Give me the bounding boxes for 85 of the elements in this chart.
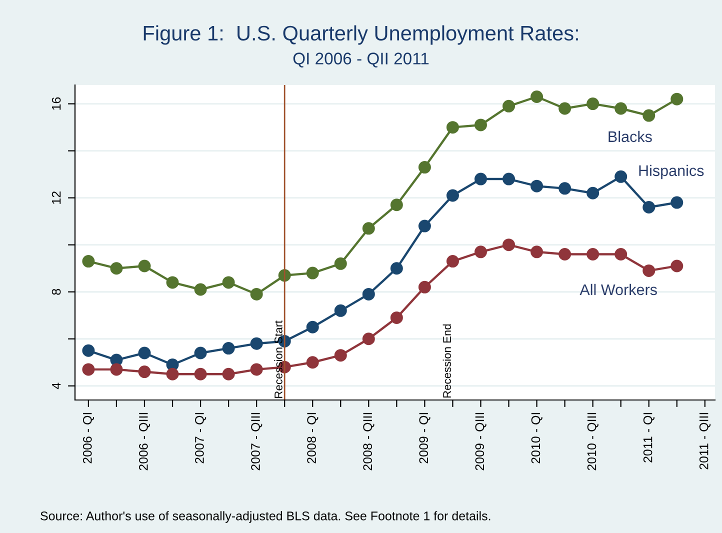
point bbox=[334, 349, 347, 362]
point bbox=[670, 260, 684, 272]
point bbox=[138, 366, 151, 378]
chart-subtitle: QI 2006 - QII 2011 bbox=[293, 52, 429, 68]
point bbox=[418, 280, 431, 294]
x-tick-label: 2010 - QIII bbox=[587, 412, 598, 470]
point bbox=[166, 276, 179, 289]
point bbox=[194, 368, 207, 380]
point bbox=[362, 222, 375, 235]
series-label: Hispanics bbox=[639, 164, 704, 180]
point bbox=[446, 189, 459, 202]
point bbox=[306, 356, 319, 369]
y-tick-label: 12 bbox=[52, 192, 61, 204]
point bbox=[614, 248, 628, 261]
x-tick-label: 2007 - QIII bbox=[251, 412, 262, 470]
point bbox=[586, 248, 600, 261]
point bbox=[614, 102, 628, 115]
point bbox=[474, 172, 487, 186]
point bbox=[166, 368, 179, 380]
x-tick-label: 2011 - QIII bbox=[699, 412, 711, 470]
point bbox=[82, 363, 95, 376]
point bbox=[446, 255, 459, 268]
point bbox=[390, 198, 403, 212]
point bbox=[474, 118, 487, 132]
point bbox=[250, 363, 263, 376]
point bbox=[586, 186, 600, 200]
x-tick-label: 2009 - QI bbox=[419, 412, 430, 464]
x-tick-label: 2006 - QIII bbox=[138, 412, 150, 470]
point bbox=[194, 346, 207, 360]
point bbox=[642, 264, 656, 277]
series-label: All Workers bbox=[580, 284, 657, 296]
point bbox=[390, 311, 403, 324]
x-tick-label: 2010 - QI bbox=[531, 412, 542, 464]
point bbox=[110, 262, 123, 275]
point bbox=[446, 121, 459, 134]
x-tick-label: 2011 - QI bbox=[643, 412, 654, 462]
point bbox=[530, 180, 544, 192]
point bbox=[502, 172, 516, 186]
series-label: Blacks bbox=[608, 130, 652, 142]
x-tick-label: 2008 - QI bbox=[307, 412, 318, 464]
point bbox=[502, 100, 516, 112]
y-tick-label: 8 bbox=[52, 288, 61, 295]
point bbox=[670, 92, 684, 106]
point bbox=[614, 170, 628, 183]
point bbox=[138, 260, 151, 272]
point bbox=[586, 98, 600, 110]
point bbox=[306, 266, 319, 280]
point bbox=[670, 196, 684, 209]
y-tick-label: 16 bbox=[52, 97, 61, 110]
point bbox=[250, 337, 263, 350]
x-tick-label: 2006 - QI bbox=[82, 412, 94, 464]
x-tick-label: 2007 - QI bbox=[195, 412, 206, 464]
point bbox=[642, 109, 656, 122]
point bbox=[222, 342, 235, 355]
point bbox=[418, 161, 431, 174]
point bbox=[222, 276, 235, 289]
point bbox=[306, 320, 319, 334]
point bbox=[530, 90, 544, 104]
source-note: Source: Author's use of seasonally-adjusted BLS data. See Footnote 1 for details. bbox=[40, 511, 490, 523]
point bbox=[194, 283, 207, 296]
point bbox=[558, 102, 572, 115]
ref-line-label: Recession Start bbox=[274, 320, 282, 398]
point bbox=[362, 332, 375, 346]
annotation: Recession End bbox=[442, 324, 451, 398]
point bbox=[250, 288, 263, 300]
point bbox=[334, 304, 347, 317]
point bbox=[334, 257, 347, 270]
point bbox=[558, 182, 572, 195]
point bbox=[642, 200, 656, 214]
point bbox=[502, 238, 516, 252]
point bbox=[82, 255, 95, 268]
point bbox=[474, 246, 487, 258]
point bbox=[110, 363, 123, 376]
point bbox=[390, 262, 403, 275]
point bbox=[82, 344, 95, 357]
point bbox=[418, 220, 431, 232]
y-tick-label: 4 bbox=[52, 382, 61, 390]
point bbox=[362, 288, 375, 300]
x-tick-label: 2009 - QIII bbox=[475, 412, 486, 470]
point bbox=[530, 246, 544, 258]
point bbox=[558, 248, 572, 261]
chart-title: Figure 1: U.S. Quarterly Unemployment Rates: bbox=[144, 25, 578, 45]
point bbox=[222, 368, 235, 380]
point bbox=[138, 346, 151, 360]
x-tick-label: 2008 - QIII bbox=[363, 412, 374, 470]
